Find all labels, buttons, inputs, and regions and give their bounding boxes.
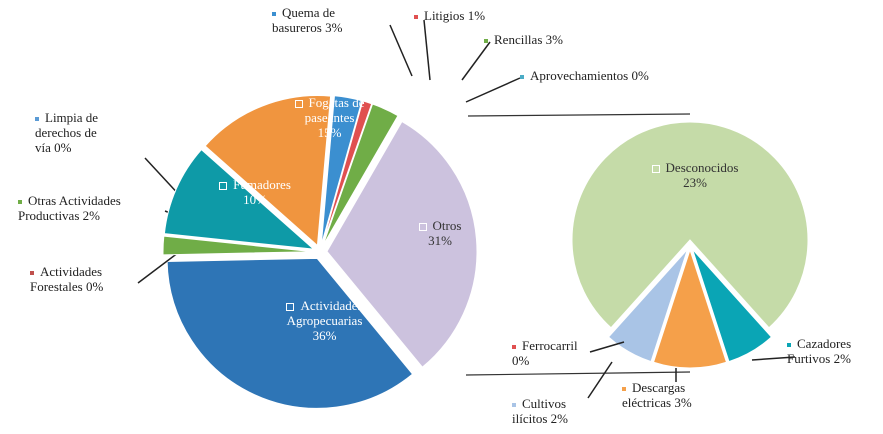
pie-slice: [571, 121, 809, 329]
slice-value: 0%: [54, 140, 72, 155]
slice-name: Actividades Forestales: [30, 264, 103, 294]
pie-slice: [320, 95, 363, 246]
label-marker: [622, 387, 626, 392]
pie-slice: [322, 103, 399, 246]
label-marker: [272, 12, 276, 17]
label-marker: [418, 223, 427, 232]
slice-value: 10%: [243, 192, 267, 207]
label-marker: [286, 303, 295, 312]
slice-label: Actividades Agropecuarias 36%: [262, 298, 387, 343]
slice-value: 36%: [312, 328, 337, 343]
slice-name: Rencillas: [494, 32, 543, 47]
slice-name: Aprovechamientos: [530, 68, 629, 83]
label-marker: [651, 165, 660, 174]
slice-label: Otras Actividades Productivas 2%: [18, 193, 163, 223]
slice-value: 15%: [317, 125, 342, 140]
slice-name: Fogatas de paseantes: [304, 95, 365, 125]
slice-name: Cultivos ilícitos: [512, 396, 567, 426]
slice-name: Actividades Agropecuarias: [286, 298, 363, 328]
slice-value: 1%: [467, 8, 486, 23]
pie-slice: [204, 95, 332, 247]
leader-line: [465, 77, 521, 103]
slice-value: 0%: [85, 279, 104, 294]
slice-name: Limpia de derechos de vía: [35, 110, 99, 155]
slice-label: Otros 31%: [400, 218, 480, 248]
slice-label: Litigios 1%: [414, 8, 504, 23]
slice-label: Descargas eléctricas 3%: [622, 380, 722, 410]
label-marker: [484, 39, 488, 44]
slice-name: Otras Actividades Productivas: [18, 193, 121, 223]
slice-label: Actividades Forestales 0%: [30, 264, 130, 294]
slice-label: Ferrocarril 0%: [512, 338, 582, 368]
label-marker: [18, 200, 22, 205]
slice-value: 3%: [674, 395, 692, 410]
label-marker: [35, 117, 39, 122]
slice-value: 2%: [82, 208, 100, 223]
label-marker: [294, 100, 303, 109]
connector-line: [465, 371, 691, 376]
slice-name: Ferrocarril: [522, 338, 578, 353]
slice-label: Rencillas 3%: [484, 32, 584, 47]
slice-label: Cazadores Furtivos 2%: [787, 336, 882, 366]
slice-value: 0%: [631, 68, 649, 83]
label-marker: [520, 75, 524, 80]
slice-name: Quema de basureros: [272, 5, 336, 35]
slice-name: Cazadores Furtivos: [787, 336, 852, 366]
slice-value: 3%: [545, 32, 563, 47]
slice-name: Fumadores: [233, 177, 291, 192]
pie-slice: [607, 248, 688, 363]
slice-value: 2%: [550, 411, 568, 426]
label-marker: [512, 403, 516, 408]
leader-line: [589, 341, 625, 353]
slice-value: 2%: [833, 351, 851, 366]
pie-slice: [321, 100, 373, 246]
slice-name: Desconocidos: [665, 160, 739, 175]
label-marker: [219, 182, 228, 191]
slice-name: Otros: [432, 218, 462, 233]
slice-label: Aprovechamientos 0%: [520, 68, 720, 83]
slice-value: 0%: [512, 353, 530, 368]
slice-name: Descargas eléctricas: [622, 380, 686, 410]
label-marker: [512, 345, 516, 350]
pie-slice: [326, 120, 478, 368]
connector-line: [467, 113, 691, 117]
pie-slice: [652, 248, 728, 369]
pie-slice: [692, 248, 773, 363]
slice-value: 3%: [325, 20, 343, 35]
pie-slice: [163, 148, 316, 250]
pie-slice: [166, 257, 414, 409]
leader-line: [461, 41, 491, 81]
slice-name: Litigios: [424, 8, 465, 23]
slice-value: 23%: [683, 175, 707, 190]
label-marker: [30, 271, 34, 276]
slice-label: Quema de basureros 3%: [272, 5, 372, 35]
leader-line: [587, 361, 613, 399]
slice-label: Fumadores 10%: [205, 177, 305, 207]
slice-label: Cultivos ilícitos 2%: [512, 396, 587, 426]
slice-label: Limpia de derechos de vía 0%: [35, 110, 113, 155]
leader-line: [751, 356, 796, 361]
label-marker: [414, 15, 418, 20]
slice-value: 31%: [428, 233, 452, 248]
leader-line: [389, 24, 413, 77]
leader-line: [423, 19, 431, 81]
slice-label: Desconocidos 23%: [630, 160, 760, 190]
slice-label: Fogatas de paseantes 15%: [282, 95, 377, 140]
label-marker: [787, 343, 791, 348]
